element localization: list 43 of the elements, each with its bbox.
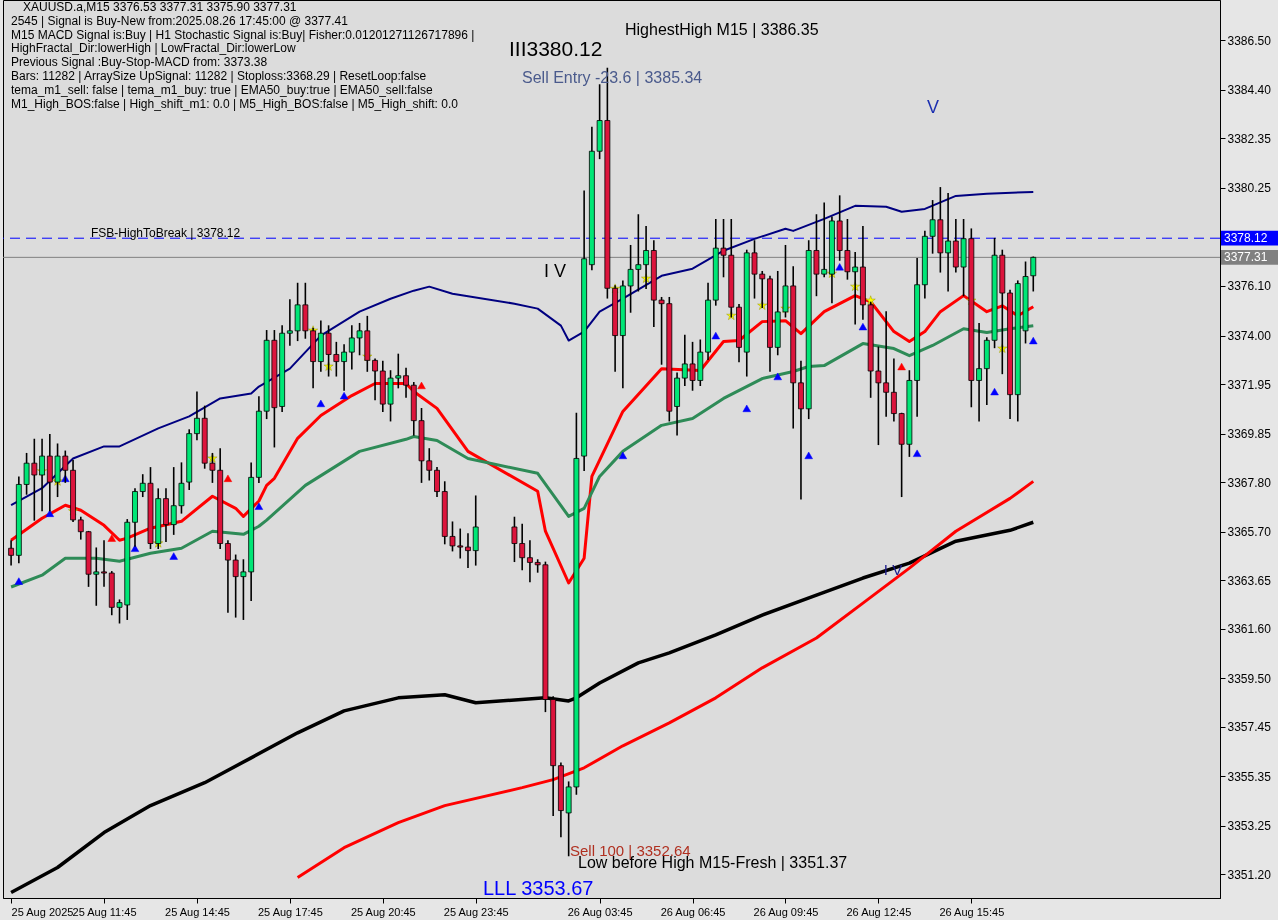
x-tick-label: 25 Aug 20:45 (350, 905, 416, 918)
y-tick-label: 3355.35 (1227, 769, 1272, 784)
annotation: tema_m1_sell: false | tema_m1_buy: true | EMA50_buy:true | EMA50_sell:false (11, 82, 433, 97)
x-tick-label: 25 Aug 17:45 (257, 905, 323, 918)
y-tick-label: 3369.85 (1227, 427, 1272, 442)
y-tick-label: 3384.40 (1227, 83, 1272, 98)
annotation: HighestHigh M15 | 3386.35 (625, 21, 819, 38)
x-tick-label: 26 Aug 15:45 (939, 905, 1005, 918)
annotation: LLL 3353.67 (483, 877, 594, 899)
chart-title: XAUUSD.a,M15 3376.53 3377.31 3375.90 3377.31 (23, 0, 297, 14)
y-tick-label: 3363.65 (1227, 573, 1272, 588)
y-tick-label: 3386.50 (1227, 33, 1272, 48)
annotation: M1_High_BOS:false | High_shift_m1: 0.0 | M5_High_BOS:false | M5_High_shift: 0.0 (11, 96, 459, 111)
y-tick-label: 3351.20 (1227, 867, 1272, 882)
x-tick-label: 25 Aug 11:45 (72, 905, 137, 918)
annotation: Previous Signal :Buy-Stop-MACD from: 3373.38 (11, 55, 268, 70)
annotation: Bars: 11282 | ArraySize UpSignal: 11282 | Stoploss:3368.29 | ResetLoop:false (11, 69, 427, 83)
y-tick-label: 3367.80 (1227, 475, 1272, 490)
ref-line-label: 3377.31 (1224, 250, 1268, 265)
x-tick-label: 25 Aug 23:45 (443, 905, 509, 918)
y-tick-label: 3359.50 (1227, 671, 1272, 686)
y-tick-label: 3371.95 (1227, 377, 1272, 392)
annotation: V (926, 97, 940, 117)
x-tick-label: 26 Aug 03:45 (567, 905, 633, 918)
y-tick-label: 3365.70 (1227, 525, 1272, 540)
ref-line-label: 3378.12 (1224, 231, 1268, 246)
x-tick-label: 26 Aug 09:45 (753, 905, 819, 918)
y-tick-label: 3361.60 (1227, 622, 1272, 637)
x-tick-label: 26 Aug 06:45 (660, 905, 726, 918)
y-tick-label: 3357.45 (1227, 720, 1272, 735)
annotation: M15 MACD Signal is:Buy | H1 Stochastic Signal is:Buy| Fisher:0.01201271126717896 | HighFractal_Dir:lowerHigh | LowFractal_Dir:lowerLow (11, 27, 475, 56)
x-tick-label: 26 Aug 12:45 (846, 905, 912, 918)
x-tick-label: 25 Aug 2025 (11, 905, 74, 918)
y-tick-label: 3376.10 (1227, 279, 1272, 294)
x-tick-label: 25 Aug 14:45 (165, 905, 230, 918)
annotation: I V (543, 261, 567, 281)
y-tick-label: 3374.00 (1227, 329, 1272, 344)
y-tick-label: 3382.35 (1227, 131, 1272, 146)
y-tick-label: 3353.25 (1227, 819, 1272, 834)
annotation: FSB-HighToBreak | 3378.12 (91, 226, 241, 240)
y-tick-label: 3380.25 (1227, 181, 1272, 196)
annotation: 2545 | Signal is Buy-New from:2025.08.26 17:45:00 @ 3377.41 (11, 13, 349, 28)
annotation: III3380.12 (509, 37, 603, 60)
